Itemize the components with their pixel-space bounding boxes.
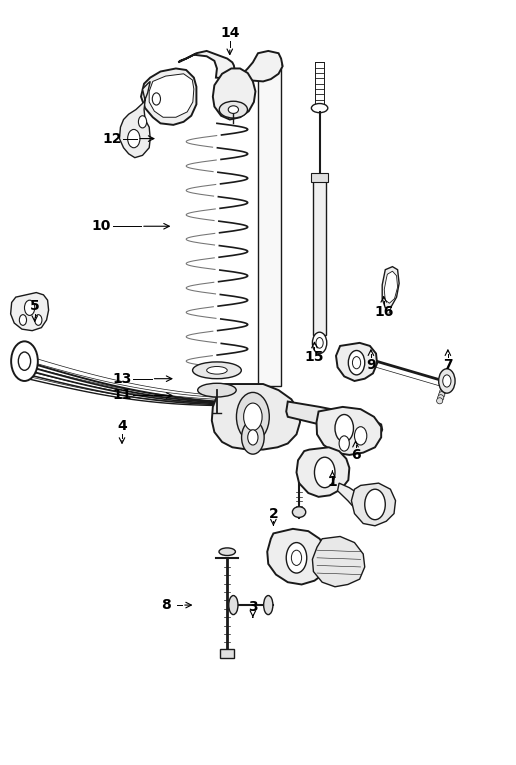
Polygon shape [337,483,372,516]
Ellipse shape [311,103,328,112]
Polygon shape [336,343,377,381]
Polygon shape [119,81,150,158]
Polygon shape [213,68,255,119]
Text: 6: 6 [351,448,360,462]
Ellipse shape [207,366,227,374]
Polygon shape [267,529,329,584]
Text: 11: 11 [112,389,132,402]
Ellipse shape [229,595,238,614]
Ellipse shape [264,595,273,614]
Circle shape [138,116,147,128]
Bar [311,173,328,182]
Circle shape [241,421,264,454]
Text: 10: 10 [92,220,111,233]
Circle shape [365,489,385,519]
Circle shape [439,369,455,393]
Text: 8: 8 [161,598,170,612]
Polygon shape [297,448,349,496]
Circle shape [348,350,365,375]
Ellipse shape [293,506,305,517]
Text: 13: 13 [112,372,132,386]
Circle shape [152,93,160,105]
Polygon shape [312,536,365,587]
Text: 14: 14 [220,27,239,41]
Circle shape [443,375,451,387]
Text: 15: 15 [305,350,324,364]
Ellipse shape [192,362,241,379]
Circle shape [354,427,367,445]
Polygon shape [316,407,381,455]
Text: 9: 9 [366,358,376,372]
Ellipse shape [219,548,235,555]
Text: 5: 5 [30,299,40,314]
Circle shape [236,392,269,441]
Ellipse shape [228,106,238,113]
Ellipse shape [439,392,445,398]
Bar [258,64,281,386]
Polygon shape [351,483,396,526]
Text: 7: 7 [443,358,453,372]
Bar [220,649,234,659]
Polygon shape [212,384,300,450]
Polygon shape [149,73,194,117]
Ellipse shape [198,383,236,397]
Circle shape [339,436,349,451]
Ellipse shape [442,382,448,389]
Text: 16: 16 [374,305,393,319]
Ellipse shape [437,398,443,404]
Text: 2: 2 [268,506,278,521]
Circle shape [19,352,30,370]
Circle shape [35,314,42,325]
Circle shape [20,314,26,325]
Circle shape [316,337,323,348]
Ellipse shape [438,395,444,401]
Bar [313,176,326,335]
Polygon shape [11,292,49,330]
Circle shape [248,430,258,445]
Polygon shape [179,51,283,81]
Text: 1: 1 [328,474,337,489]
Circle shape [127,129,140,148]
Circle shape [352,356,361,369]
Circle shape [286,542,307,573]
Ellipse shape [441,386,447,392]
Ellipse shape [440,389,446,395]
Ellipse shape [219,101,248,118]
Circle shape [244,403,262,431]
Circle shape [335,415,353,442]
Polygon shape [382,267,399,308]
Polygon shape [286,402,382,438]
Circle shape [312,332,327,353]
Text: 4: 4 [117,419,127,433]
Circle shape [314,457,335,487]
Polygon shape [141,68,197,125]
Text: 12: 12 [102,132,121,145]
Text: 3: 3 [248,601,257,614]
Ellipse shape [443,379,449,386]
Circle shape [292,550,302,565]
Circle shape [11,341,38,381]
Polygon shape [384,272,398,303]
Circle shape [24,300,35,315]
